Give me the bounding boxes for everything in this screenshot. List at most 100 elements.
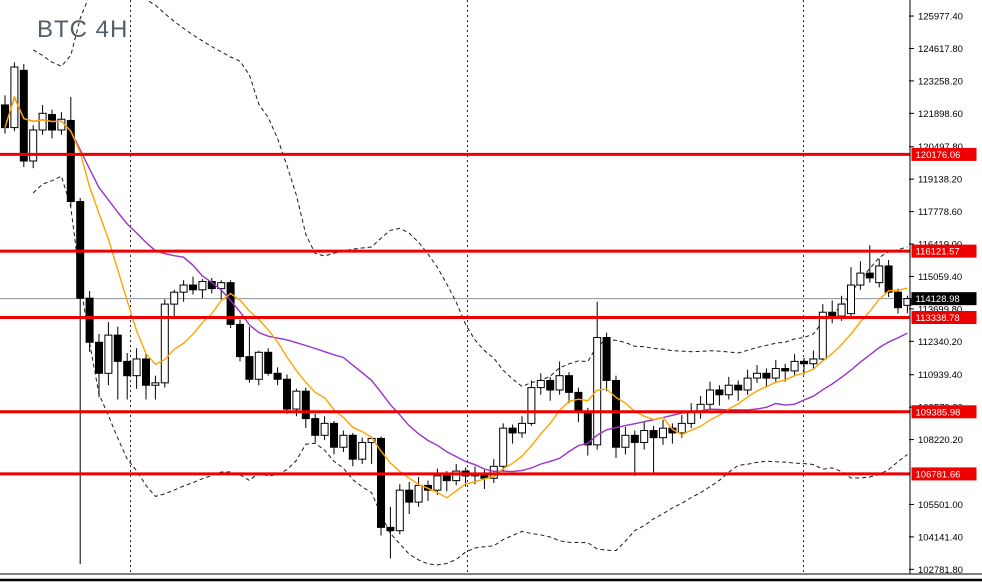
candle — [414, 477, 423, 507]
level-price-label[interactable]: 106781.66 — [911, 467, 977, 481]
axis-tick-label: 120497.80 — [918, 142, 963, 153]
candle — [715, 385, 724, 406]
candle — [903, 295, 912, 314]
candle — [386, 506, 395, 559]
level-lines — [0, 152, 910, 476]
candle-body-up — [489, 465, 498, 479]
candle — [565, 372, 573, 404]
candle-body-down — [630, 434, 639, 443]
candle-body-up — [160, 303, 169, 384]
candle — [132, 348, 141, 389]
candle-body-down — [884, 265, 893, 293]
candle-body-down — [442, 475, 451, 482]
candle-body-down — [113, 334, 122, 362]
candle — [875, 258, 884, 288]
candle-body-down — [762, 372, 771, 379]
candle — [104, 322, 113, 386]
candle-body-down — [612, 379, 620, 448]
candle-body-up — [790, 360, 799, 372]
candle — [273, 367, 282, 386]
candle — [555, 361, 564, 395]
candle — [236, 319, 244, 362]
level-price-label[interactable]: 116121.57 — [911, 244, 977, 258]
candle — [395, 484, 404, 535]
candle-body-down — [377, 437, 385, 528]
candle-body-down — [508, 427, 517, 434]
candle-body-down — [574, 391, 583, 412]
candle — [640, 422, 649, 450]
candle-body-down — [123, 360, 132, 377]
axis-tick-label: 113699.80 — [918, 304, 962, 315]
candle-body-up — [743, 377, 752, 391]
candle-body-down — [245, 356, 254, 380]
candle-body-up — [593, 337, 602, 446]
candle-body-down — [264, 351, 273, 374]
candle-body-up — [170, 291, 179, 305]
candle-body-up — [358, 441, 367, 460]
candle-body-down — [828, 311, 837, 317]
ma-fast-line — [4, 95, 908, 499]
level-price-label[interactable]: 120176.06 — [911, 147, 977, 161]
level-price-label[interactable]: 109385.98 — [911, 405, 977, 419]
candle-body-down — [1, 104, 9, 129]
bollinger-upper-band — [32, 0, 908, 387]
level-price-text: 113338.78 — [916, 313, 960, 324]
candle — [330, 420, 338, 455]
candle — [189, 276, 197, 295]
axis-tick-label: 105501.00 — [918, 500, 963, 511]
candle-body-up — [499, 427, 508, 467]
level-labels[interactable]: 120176.06 116121.57 113338.78 109385.98 1067… — [911, 147, 977, 481]
candle-body-down — [894, 291, 902, 309]
candle — [828, 300, 837, 324]
candle-body-down — [348, 434, 357, 460]
candle-body-up — [555, 375, 564, 391]
candle-body-up — [292, 390, 301, 410]
candle — [301, 387, 310, 429]
candle — [66, 97, 75, 207]
candle-body-up — [38, 112, 47, 131]
candle — [198, 279, 207, 299]
candle-body-down — [781, 368, 790, 372]
candle-body-up — [847, 284, 855, 315]
axis-tick-label: 115059.40 — [918, 272, 962, 283]
day-separators — [130, 0, 804, 574]
candle — [706, 381, 714, 410]
candle — [574, 387, 583, 423]
candle — [734, 380, 743, 401]
candle-body-down — [273, 372, 282, 380]
candle — [847, 267, 855, 319]
candle — [762, 368, 771, 388]
candle — [142, 354, 150, 400]
candle-body-down — [583, 410, 592, 446]
candle-body-up — [753, 372, 761, 379]
candle — [800, 357, 808, 375]
candle — [621, 426, 630, 455]
candle-body-up — [452, 470, 461, 482]
candles-layer — [1, 62, 912, 565]
candle-body-up — [414, 484, 423, 503]
candle — [753, 364, 761, 383]
level-price-text: 109385.98 — [916, 407, 961, 418]
candle-body-up — [151, 382, 160, 386]
current-price-text: 114128.98 — [916, 294, 960, 305]
axis-tick-label: 125977.40 — [918, 12, 963, 23]
candle — [809, 350, 818, 369]
candle — [76, 197, 85, 565]
candle — [339, 430, 348, 453]
candle — [19, 64, 28, 167]
candle — [508, 424, 517, 444]
candle-body-up — [217, 282, 226, 290]
axis-tick-label: 110939.40 — [918, 370, 962, 381]
candle-body-up — [659, 427, 667, 439]
current-price-label[interactable]: 114128.98 — [911, 292, 977, 306]
candle — [95, 333, 103, 398]
level-price-text: 106781.66 — [916, 469, 961, 480]
axis-tick-label: 112340.20 — [918, 337, 962, 348]
axis-tick-label: 123258.20 — [918, 76, 963, 87]
candle-body-down — [226, 282, 235, 325]
level-price-label[interactable]: 113338.78 — [911, 311, 977, 325]
candle — [113, 326, 122, 400]
candle-body-down — [189, 284, 197, 291]
